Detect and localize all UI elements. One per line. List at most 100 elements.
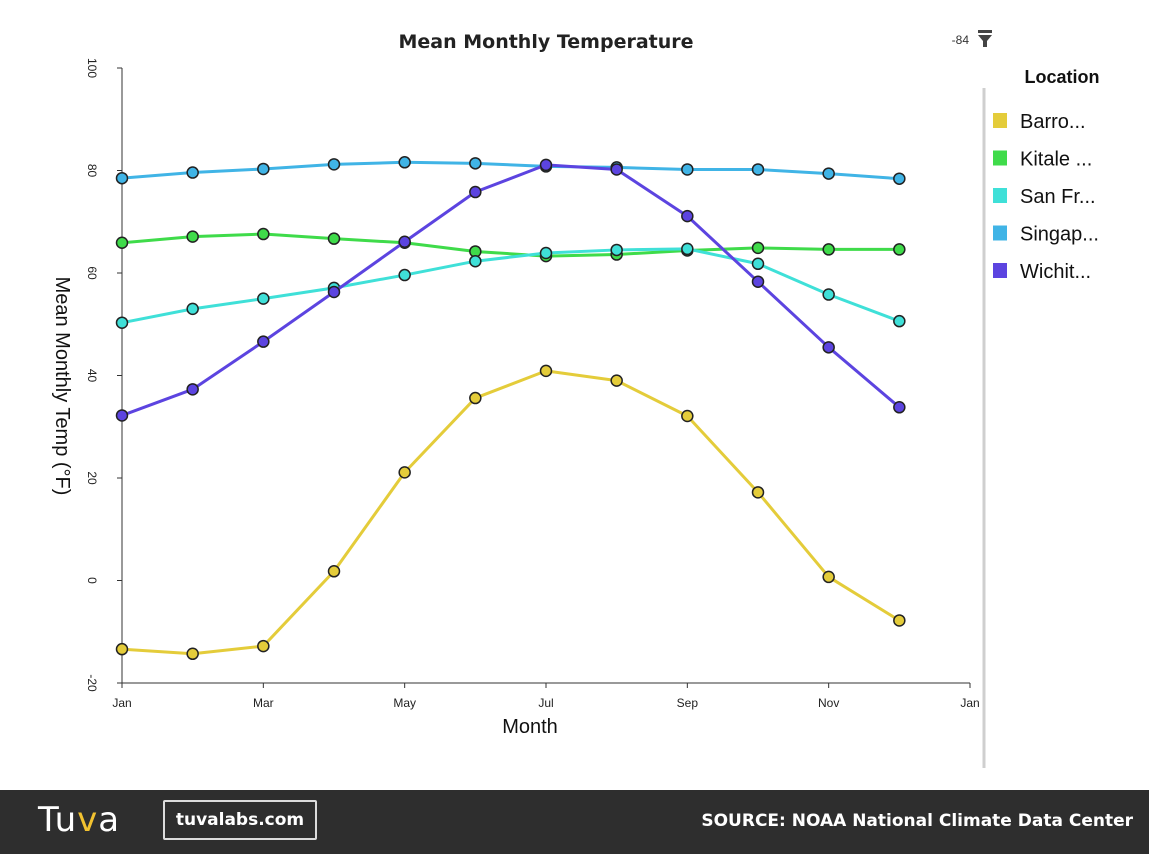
data-point[interactable] (751, 486, 765, 499)
data-point[interactable] (327, 158, 341, 171)
data-point[interactable] (893, 314, 906, 328)
data-point[interactable] (115, 642, 129, 656)
data-point[interactable] (115, 236, 129, 250)
legend-swatch (993, 188, 1007, 203)
legend-swatch (993, 263, 1007, 278)
legend-title: Location (1025, 67, 1100, 87)
data-point[interactable] (327, 565, 341, 578)
data-point[interactable] (327, 232, 341, 245)
data-point[interactable] (539, 364, 553, 378)
legend-item[interactable]: Barro... (993, 111, 1086, 133)
y-tick-label: 40 (85, 369, 99, 383)
data-point[interactable] (257, 162, 270, 176)
data-point[interactable] (115, 409, 129, 422)
data-point[interactable] (398, 466, 411, 479)
data-point[interactable] (610, 374, 623, 387)
x-axis-label: Month (502, 716, 558, 738)
source-credit: SOURCE: NOAA National Climate Data Cente… (701, 811, 1133, 831)
data-point[interactable] (186, 166, 199, 179)
legend: Barro... Kitale ... San Fr... Singap... Wich… (993, 111, 1099, 283)
legend-label: Singap... (1020, 224, 1099, 246)
y-axis-label: Mean Monthly Temp (°F) (51, 277, 73, 496)
y-tick-label: 20 (85, 471, 99, 485)
data-point[interactable] (751, 163, 765, 176)
data-point[interactable] (469, 254, 482, 268)
data-point[interactable] (327, 285, 341, 299)
x-tick-label: Jul (538, 696, 553, 710)
legend-item[interactable]: Kitale ... (993, 149, 1092, 171)
data-point[interactable] (681, 209, 694, 223)
x-tick-label: Jan (112, 696, 131, 710)
legend-label: Wichit... (1020, 261, 1091, 283)
data-point[interactable] (751, 241, 765, 255)
logo-text-v: v (77, 800, 99, 840)
data-point[interactable] (610, 243, 623, 257)
data-point[interactable] (398, 235, 411, 248)
data-point[interactable] (186, 230, 199, 243)
y-tick-label: 80 (85, 164, 99, 178)
footer-bar: Tuva tuvalabs.com SOURCE: NOAA National … (0, 790, 1149, 854)
data-point[interactable] (681, 242, 694, 256)
data-point[interactable] (186, 383, 199, 396)
series-singap (115, 156, 906, 185)
data-point[interactable] (893, 172, 906, 185)
series-barro (115, 364, 906, 661)
data-point[interactable] (539, 158, 553, 172)
legend-label: San Fr... (1020, 186, 1096, 208)
tuvalabs-link[interactable]: tuvalabs.com (163, 800, 317, 840)
chart-title: Mean Monthly Temperature (398, 31, 693, 53)
filter-value: -84 (952, 33, 970, 47)
data-point[interactable] (186, 302, 199, 316)
filter-icon[interactable] (978, 30, 992, 47)
x-tick-label: Mar (253, 696, 274, 710)
legend-item[interactable]: Singap... (993, 224, 1099, 246)
data-point[interactable] (257, 639, 270, 653)
data-point[interactable] (398, 156, 411, 169)
legend-item[interactable]: San Fr... (993, 186, 1096, 208)
data-point[interactable] (893, 401, 906, 414)
y-tick-label: 100 (85, 58, 99, 78)
data-point[interactable] (257, 227, 270, 241)
legend-label: Kitale ... (1020, 149, 1092, 171)
series-line (121, 369, 901, 656)
x-tick-label: Nov (818, 696, 839, 710)
series-line (121, 247, 900, 325)
filter-control[interactable]: -84 (952, 30, 992, 47)
data-point[interactable] (115, 316, 129, 329)
data-point[interactable] (822, 341, 835, 354)
data-point[interactable] (822, 243, 835, 256)
data-point[interactable] (186, 647, 199, 661)
y-tick-label: 0 (85, 577, 99, 584)
x-tick-label: Sep (677, 696, 699, 710)
data-point[interactable] (751, 275, 765, 288)
data-point[interactable] (893, 243, 906, 256)
data-point[interactable] (257, 292, 270, 305)
legend-swatch (993, 113, 1007, 128)
data-point[interactable] (257, 335, 270, 348)
data-point[interactable] (115, 171, 129, 185)
data-point[interactable] (681, 163, 694, 176)
y-tick-label: 60 (85, 266, 99, 280)
series-line (121, 160, 900, 181)
data-point[interactable] (681, 409, 694, 423)
y-ticks: -20 0 20 40 60 80 100 (85, 58, 122, 692)
chart-canvas: Mean Monthly Temperature -84 -20 0 20 40 60 8… (51, 30, 1100, 768)
logo-text-a: a (98, 800, 121, 840)
data-point[interactable] (539, 246, 553, 260)
data-point[interactable] (751, 257, 765, 271)
series-line (121, 163, 901, 417)
x-tick-label: Jan (960, 696, 979, 710)
data-point[interactable] (893, 614, 906, 627)
data-point[interactable] (469, 185, 482, 199)
tuva-logo[interactable]: Tuva (38, 800, 120, 844)
data-point[interactable] (822, 570, 835, 584)
x-ticks: Jan Mar May Jul Sep Nov Jan (112, 683, 980, 710)
data-point[interactable] (469, 391, 482, 405)
data-point[interactable] (822, 167, 835, 180)
data-point[interactable] (398, 268, 411, 282)
legend-item[interactable]: Wichit... (993, 261, 1091, 283)
data-point[interactable] (469, 157, 482, 170)
legend-label: Barro... (1020, 111, 1086, 133)
data-point[interactable] (610, 163, 623, 176)
data-point[interactable] (822, 288, 835, 301)
